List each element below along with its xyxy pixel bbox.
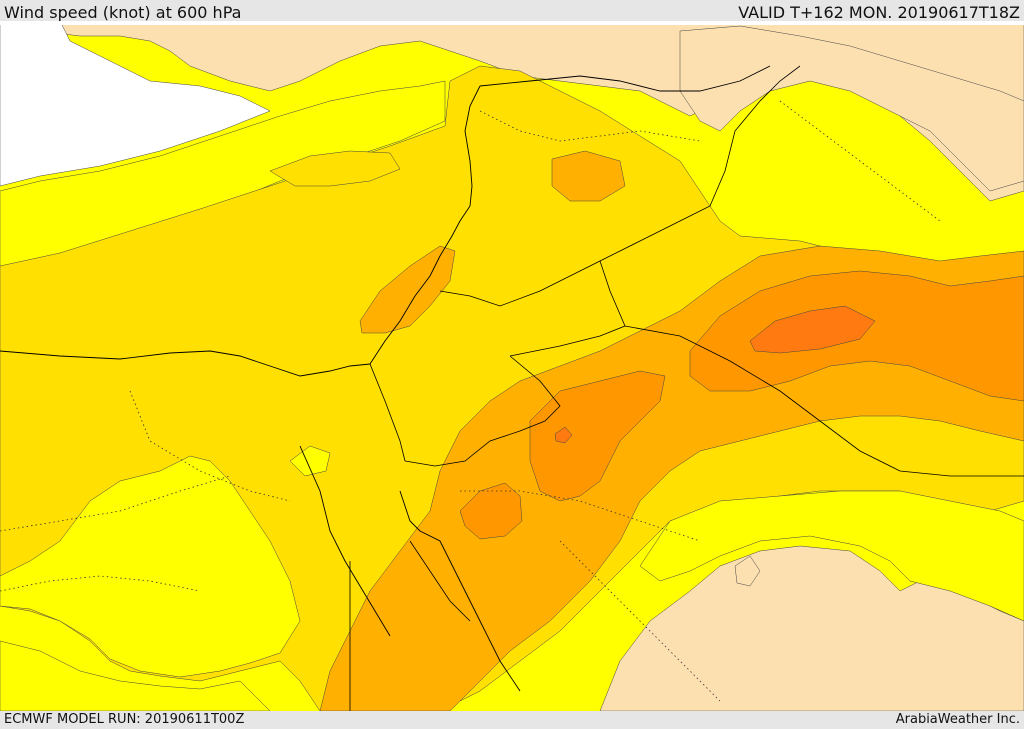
country-borders	[349, 65, 1024, 711]
sea-white-region	[0, 21, 271, 187]
valid-time-label: VALID T+162 MON. 20190617T18Z	[738, 3, 1020, 22]
amber-blob-levant	[359, 245, 456, 334]
gold-blob-cyprus	[269, 150, 401, 187]
tan-region-southeast	[599, 545, 1024, 711]
orange-region-small	[459, 482, 523, 540]
credit-label: ArabiaWeather Inc.	[895, 712, 1020, 727]
yellow-region-east-lower	[639, 490, 1024, 622]
wind-speed-map	[0, 21, 1024, 711]
coastlines	[0, 65, 771, 692]
dark-orange-spot	[554, 426, 573, 444]
map-title: Wind speed (knot) at 600 hPa	[4, 3, 242, 22]
tan-blob-1	[734, 555, 761, 587]
region-borders-dotted	[0, 100, 941, 702]
amber-blob-north	[551, 150, 626, 202]
orange-region-central	[529, 370, 666, 502]
yellow-region-bottom	[0, 640, 271, 711]
tan-region-northeast	[679, 25, 1024, 192]
map-footer: ECMWF MODEL RUN: 20190611T00Z ArabiaWeat…	[0, 711, 1024, 729]
yellow-region-southwest	[0, 455, 301, 678]
sea-white-top	[0, 21, 1024, 25]
map-header: Wind speed (knot) at 600 hPa VALID T+162…	[0, 0, 1024, 22]
model-run-label: ECMWF MODEL RUN: 20190611T00Z	[4, 712, 245, 727]
yellow-blob-egypt	[289, 445, 331, 477]
dark-orange-core	[749, 305, 876, 354]
